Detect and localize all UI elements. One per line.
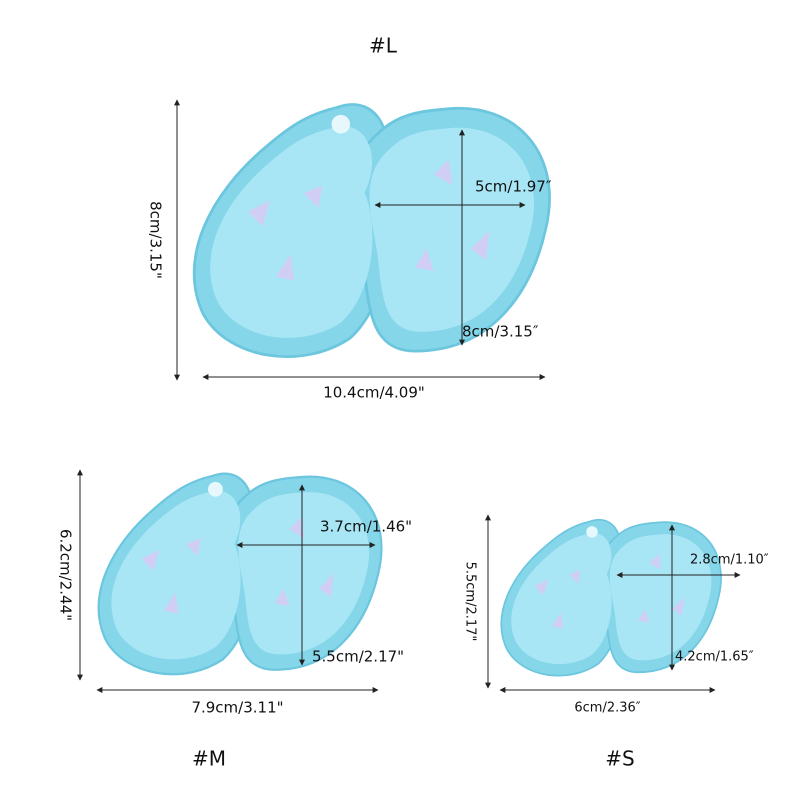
size-label: #M [192,747,226,771]
size-label: #L [369,34,398,58]
size-label: #S [605,747,634,771]
mold-body [97,472,383,676]
height-label: 6.2cm/2.44" [57,529,75,621]
width-label: 7.9cm/3.11" [191,699,283,717]
cavity-width-label: 3.7cm/1.46" [320,518,412,536]
height-label: 5.5cm/2.17" [463,562,478,642]
cavity-height-label: 8cm/3.15″ [462,323,539,341]
width-label: 6cm/2.36″ [574,701,640,716]
mold: #L 8cm/3.15" 10.4cm/4.09" 5cm/1.97″ 8cm/3.15… [147,34,552,402]
mold: #S 5.5cm/2.17" 6cm/2.36″ 2.8cm/1.10″ 4.2cm/1… [463,514,769,771]
height-label: 8cm/3.15" [147,201,165,279]
mold-body [192,103,551,359]
mold: #M 6.2cm/2.44" 7.9cm/3.11" 3.7cm/1.46" 5.5cm… [57,469,412,771]
cavity-height-label: 4.2cm/1.65″ [675,650,754,665]
cavity-width-label: 2.8cm/1.10″ [690,553,769,568]
cavity-width-label: 5cm/1.97″ [475,178,552,196]
cavity-height-label: 5.5cm/2.17" [312,648,404,666]
width-label: 10.4cm/4.09" [323,384,425,402]
